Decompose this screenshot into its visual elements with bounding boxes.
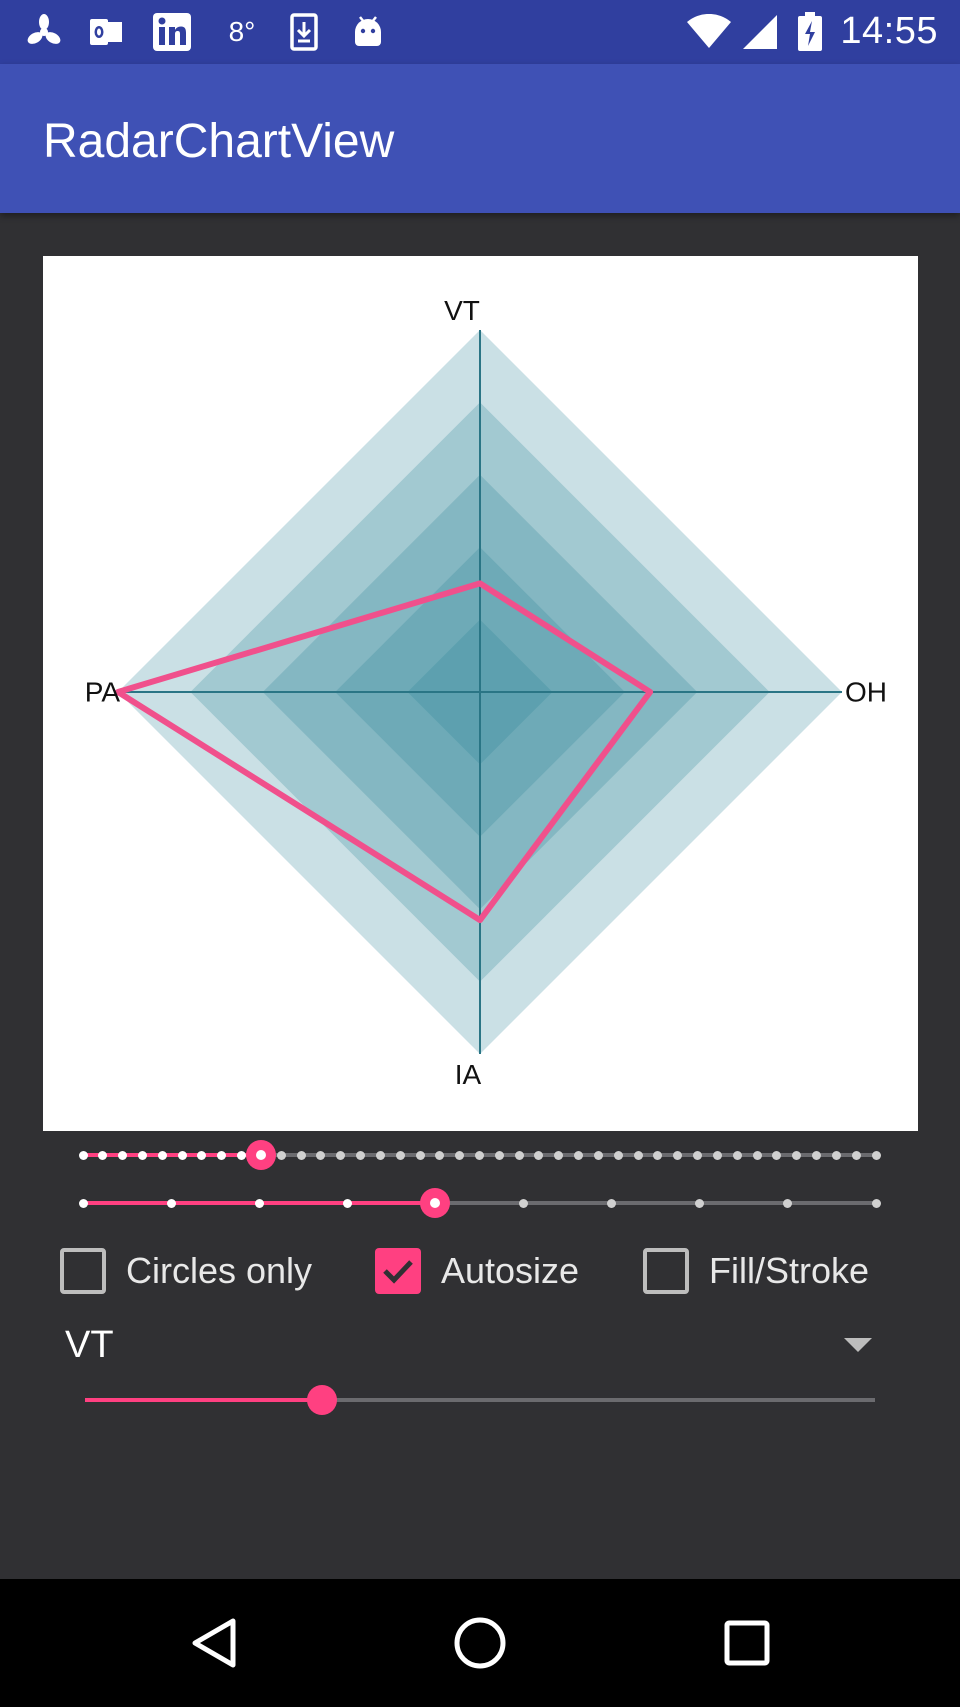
fill-stroke-box[interactable]: [643, 1248, 689, 1294]
levels-slider-tick: [514, 1150, 524, 1160]
levels-slider-tick: [78, 1150, 88, 1160]
battery-charging-icon: [796, 12, 824, 51]
levels-slider-tick: [316, 1150, 326, 1160]
circles-only-checkbox[interactable]: Circles only: [60, 1246, 312, 1296]
axis-value-slider[interactable]: [85, 1383, 875, 1417]
app-bar: RadarChartView: [0, 64, 960, 213]
fill-stroke-label: Fill/Stroke: [709, 1250, 870, 1291]
levels-slider-tick: [851, 1150, 861, 1160]
levels-slider-tick: [276, 1150, 286, 1160]
dropdown-arrow-icon: [844, 1338, 872, 1352]
levels-slider-tick: [336, 1150, 346, 1160]
radar-chart: VT OH IA PA: [43, 256, 918, 1131]
levels-slider-progress: [83, 1153, 262, 1157]
levels-slider-tick: [752, 1150, 762, 1160]
signal-icon: [740, 14, 780, 50]
circles-only-label: Circles only: [126, 1250, 313, 1291]
app-title: RadarChartView: [43, 115, 395, 168]
levels-slider-tick: [554, 1150, 564, 1160]
axes-slider[interactable]: [78, 1186, 881, 1220]
levels-slider-tick: [494, 1150, 504, 1160]
autosize-box[interactable]: [375, 1248, 421, 1294]
levels-slider-thumb[interactable]: [246, 1140, 277, 1170]
radar-axis-label-vt: VT: [444, 295, 480, 326]
levels-slider-tick: [237, 1150, 247, 1160]
temperature-8-icon: 8°: [228, 16, 256, 47]
download-icon: [286, 13, 322, 51]
levels-slider-tick: [593, 1150, 603, 1160]
levels-slider-tick: [574, 1150, 584, 1160]
axes-slider-tick: [607, 1198, 617, 1208]
levels-slider-tick: [831, 1150, 841, 1160]
levels-slider-tick: [673, 1150, 683, 1160]
levels-slider-tick: [534, 1150, 544, 1160]
axes-slider-tick: [78, 1198, 88, 1208]
levels-slider[interactable]: [78, 1138, 881, 1172]
axes-slider-tick: [783, 1198, 793, 1208]
levels-slider-tick: [653, 1150, 663, 1160]
levels-slider-tick: [475, 1150, 484, 1160]
axes-slider-track: [83, 1201, 876, 1205]
levels-slider-tick: [177, 1150, 187, 1160]
levels-slider-tick: [197, 1150, 207, 1160]
axis-value-slider-progress: [85, 1398, 322, 1402]
levels-slider-tick: [732, 1150, 742, 1160]
axes-slider-tick: [254, 1198, 264, 1208]
levels-slider-tick: [792, 1150, 802, 1160]
levels-slider-tick: [137, 1150, 147, 1160]
levels-slider-tick: [435, 1150, 445, 1160]
axis-selector-value: VT: [65, 1324, 114, 1366]
levels-slider-tick: [157, 1150, 167, 1160]
levels-slider-tick: [217, 1150, 227, 1160]
axes-slider-tick: [166, 1198, 176, 1208]
wifi-icon: [686, 14, 732, 50]
status-bar: 8° 14:55: [0, 0, 960, 64]
axis-value-slider-thumb[interactable]: [307, 1385, 337, 1415]
android-icon: [348, 14, 388, 50]
axes-slider-tick: [695, 1198, 705, 1208]
radar-axis-label-oh: OH: [845, 676, 887, 707]
axis-value-slider-track: [85, 1398, 875, 1402]
linkedin-icon: [150, 13, 194, 51]
levels-slider-tick: [712, 1150, 722, 1160]
levels-slider-tick: [415, 1150, 425, 1160]
levels-slider-tick: [693, 1150, 703, 1160]
axes-slider-tick: [871, 1198, 881, 1208]
outlook-icon: [86, 14, 126, 50]
recents-icon[interactable]: [717, 1613, 777, 1673]
levels-slider-tick: [772, 1150, 782, 1160]
axes-slider-tick: [519, 1198, 529, 1208]
levels-slider-tick: [98, 1150, 108, 1160]
autosize-checkbox[interactable]: Autosize: [375, 1246, 579, 1296]
circles-only-box[interactable]: [60, 1248, 106, 1294]
radar-axis-label-ia: IA: [455, 1059, 482, 1090]
axes-slider-tick: [342, 1198, 352, 1208]
levels-slider-thumb-dot: [256, 1150, 267, 1160]
autosize-label: Autosize: [441, 1250, 580, 1291]
levels-slider-tick: [296, 1150, 306, 1160]
fan-icon: [24, 14, 64, 50]
back-icon[interactable]: [184, 1613, 244, 1673]
radar-axis-label-pa: PA: [85, 676, 121, 707]
axes-slider-thumb[interactable]: [420, 1188, 451, 1218]
levels-slider-tick: [375, 1150, 385, 1160]
levels-slider-tick: [613, 1150, 623, 1160]
levels-slider-tick: [633, 1150, 643, 1160]
axis-selector-dropdown[interactable]: VT: [60, 1320, 882, 1370]
radar-chart-svg: VT OH IA PA: [85, 295, 887, 1090]
levels-slider-tick: [455, 1150, 465, 1160]
fill-stroke-checkbox[interactable]: Fill/Stroke: [643, 1246, 869, 1296]
levels-slider-tick: [118, 1150, 128, 1160]
navigation-bar: [0, 1579, 960, 1707]
levels-slider-tick: [395, 1150, 405, 1160]
status-time: 14:55: [840, 10, 938, 52]
check-icon: [383, 1260, 413, 1284]
levels-slider-tick: [812, 1150, 822, 1160]
home-icon[interactable]: [450, 1613, 510, 1673]
axes-slider-thumb-dot: [430, 1198, 441, 1208]
levels-slider-tick: [871, 1150, 881, 1160]
levels-slider-tick: [356, 1150, 366, 1160]
radar-series-polygon: [115, 580, 654, 924]
